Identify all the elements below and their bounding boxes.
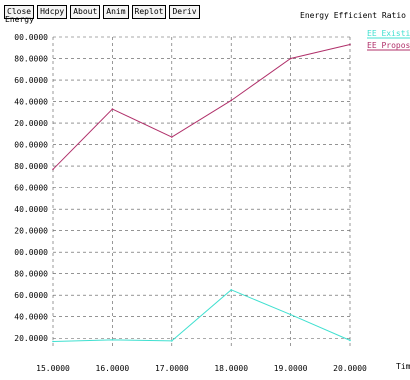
y-tick-label: 40.0000 xyxy=(14,98,48,107)
y-tick-label: 80.0000 xyxy=(14,162,48,171)
x-tick-label: 20.0000 xyxy=(333,364,367,373)
data-point xyxy=(230,99,232,102)
y-tick-labels: 20.0000 40.0000 60.0000 80.0000 00.0000 20.00… xyxy=(14,33,48,343)
y-tick-label: 20.0000 xyxy=(14,334,48,343)
data-point xyxy=(52,168,54,171)
y-tick-label: 80.0000 xyxy=(14,55,48,64)
data-point xyxy=(349,339,351,342)
y-tick-label: 80.0000 xyxy=(14,270,48,279)
y-tick-label: 20.0000 xyxy=(14,227,48,236)
close-button[interactable]: Close xyxy=(4,5,35,19)
replot-button[interactable]: Replot xyxy=(131,5,167,19)
series-line-EE_Existing xyxy=(52,289,351,342)
y-tick-label: 00.0000 xyxy=(14,141,48,150)
about-button[interactable]: About xyxy=(70,5,101,19)
y-axis-label: Energy xyxy=(5,15,34,24)
chart-title: Energy Efficient Ratio xyxy=(300,11,406,20)
anim-button[interactable]: Anim xyxy=(103,5,129,19)
deriv-button[interactable]: Deriv xyxy=(169,5,200,19)
y-tick-label: 60.0000 xyxy=(14,76,48,85)
series-lines xyxy=(52,43,351,343)
data-point xyxy=(289,313,292,316)
data-point xyxy=(111,339,114,341)
grid-lines xyxy=(52,36,351,349)
data-point xyxy=(52,340,54,343)
data-point xyxy=(171,340,173,342)
series-line-EE_Proposed xyxy=(52,44,351,170)
y-tick-label: 40.0000 xyxy=(14,205,48,214)
y-tick-label: 00.0000 xyxy=(14,248,48,257)
data-point xyxy=(111,108,114,110)
data-point xyxy=(230,289,232,291)
x-tick-label: 15.0000 xyxy=(36,364,70,373)
legend-label: EE_Existing xyxy=(367,29,410,38)
x-axis-label: Time xyxy=(396,362,410,371)
y-tick-label: 60.0000 xyxy=(14,184,48,193)
y-tick-label: 00.0000 xyxy=(14,33,48,42)
x-tick-label: 16.0000 xyxy=(96,364,130,373)
y-tick-label: 60.0000 xyxy=(14,291,48,300)
legend: EE_Existing EE_Proposed xyxy=(367,29,410,51)
data-point xyxy=(349,43,351,46)
y-tick-label: 40.0000 xyxy=(14,313,48,322)
x-tick-label: 17.0000 xyxy=(155,364,189,373)
legend-label: EE_Proposed xyxy=(367,41,410,50)
x-tick-labels: 15.0000 16.0000 17.0000 18.0000 19.0000 20.00… xyxy=(36,364,367,373)
x-tick-label: 18.0000 xyxy=(214,364,248,373)
hardcopy-button[interactable]: Hdcpy xyxy=(37,5,68,19)
toolbar: Close Hdcpy About Anim Replot Deriv xyxy=(4,5,200,21)
x-tick-label: 19.0000 xyxy=(274,364,308,373)
data-point xyxy=(171,136,173,138)
data-point xyxy=(289,57,292,60)
y-tick-label: 20.0000 xyxy=(14,119,48,128)
